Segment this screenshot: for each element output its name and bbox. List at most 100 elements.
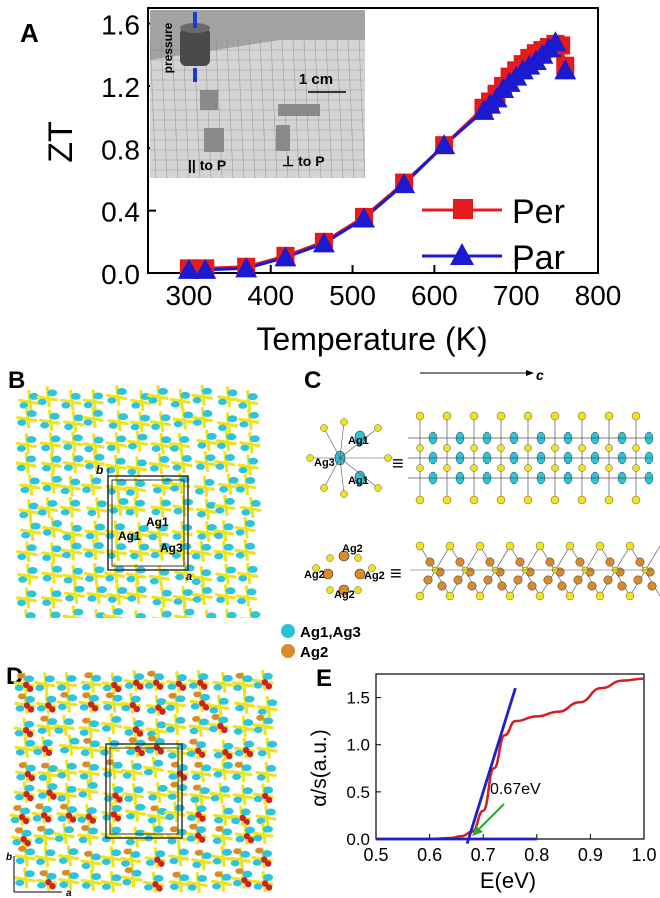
chart-a-x-tick-label: 700 [493,280,540,311]
chart-e-frame [375,673,645,840]
panel-b-letter: B [8,367,25,394]
legend-label-ag1-ag3: Ag1,Ag3 [300,624,361,641]
axis-b-label-d: b [6,852,12,863]
chart-e-y-label: α/s(a.u.) [308,729,331,807]
chart-e-y-tick-label: 1.5 [346,689,370,708]
chain-ag1-ag3 [408,411,654,505]
pressure-arrow-top [193,12,197,28]
panel-b: B b a Ag1 Ag1 Ag3 [8,367,262,618]
c-label-ag2-right: Ag2 [364,570,385,582]
c-label-ag1-top: Ag1 [348,435,369,447]
chart-e-y-tick-label: 1.0 [346,736,370,755]
chart-e-x-tick-label: 0.7 [471,845,496,865]
legend-per-label: Per [512,193,565,231]
inset-pressure-label: pressure [161,22,175,73]
chart-a-y-tick-label: 1.2 [101,72,140,103]
data-point-par [393,173,416,194]
data-point-par [312,232,335,253]
axis-a-label-b: a [186,571,192,583]
legend-dot-ag1-ag3 [281,624,295,638]
chart-e-y-ticks: 0.0 0.5 1.0 1.5 [346,689,381,849]
data-point-par [274,246,297,267]
chart-a-series [177,31,577,279]
chart-e-x-label: E(eV) [480,868,536,893]
chart-e-x-tick-label: 0.5 [363,845,388,865]
data-point-par [353,207,375,228]
pressed-pellet [180,28,210,66]
chart-a-x-label: Temperature (K) [256,321,487,357]
c-equiv-top: ≡ [392,453,404,475]
pressure-arrow-bottom [193,68,197,82]
panel-d: D b a [6,663,278,896]
sample-bar-2 [204,128,224,152]
panel-e: E 0.00.51.01.5 0.5 0.6 0.7 0.8 0.9 1.0 α/s(a.… [308,665,657,893]
chart-e-x-tick-label: 1.0 [631,845,656,865]
axis-b-label: b [96,463,103,477]
legend-label-ag2: Ag2 [300,644,328,661]
chart-e-y-tick-label: 0.5 [346,783,370,802]
inset-perp-label: ⊥ to P [282,153,325,169]
legend-par: Par [422,239,565,277]
framework-network-b [15,384,262,618]
chart-e-y-tick-label: 0.0 [346,830,370,849]
legend-per: Per [422,193,565,231]
chain-ag2 [410,541,660,601]
panel-a: A 0.00.40.81.21.6 300 400 500 600 700 800 ZT … [20,7,622,357]
annotation-arrow [477,803,505,831]
chart-a-y-label: ZT [42,121,80,163]
chart-a-y-tick-label: 0.0 [101,259,140,290]
panel-c: C c Ag1 Ag3 Ag1 ≡ Ag2 Ag2 Ag2 Ag2 ≡ [304,367,660,601]
sample-bar-1 [200,90,218,110]
panel-c-letter: C [304,367,321,394]
c-label-ag3: Ag3 [314,457,335,469]
chart-a-y-tick-label: 0.4 [101,197,140,228]
c-label-ag2-top: Ag2 [342,543,363,555]
chart-a-y-ticks: 0.0 0.4 0.8 1.2 1.6 [101,10,156,290]
panel-a-letter: A [20,18,39,48]
chart-a-y-tick-label: 0.8 [101,134,140,165]
c-label-ag2-left: Ag2 [304,569,325,581]
chart-a-legend: Per Par [422,193,565,277]
inset-photo: pressure 1 cm || to P ⊥ to P [149,10,366,179]
chart-a-x-tick-label: 800 [575,280,622,311]
sample-bar-4 [276,125,290,151]
chart-a-x-tick-label: 500 [329,280,376,311]
chart-a-x-tick-label: 300 [166,280,213,311]
unit-cell-d [105,743,183,839]
axis-a-label-d: a [66,888,72,896]
chart-e-series [376,677,645,845]
data-point-par [544,31,567,52]
cluster-ag2 [312,550,376,596]
chart-a-x-tick-label: 600 [411,280,458,311]
sample-bar-3 [278,104,320,116]
data-point-par [194,258,217,279]
data-point-par [177,258,200,279]
inset-par-label: || to P [188,157,226,173]
legend-dot-ag2 [281,644,295,658]
b-label-ag1-left: Ag1 [118,529,141,543]
atom-legend: Ag1,Ag3 Ag2 [281,624,361,661]
tangent-fit [465,687,517,845]
axis-c-label: c [536,367,544,383]
inset-scale-label: 1 cm [299,71,333,88]
chart-a-frame [147,7,599,274]
chart-a-y-tick-label: 1.6 [101,10,140,41]
data-point-par [433,134,456,155]
chart-e-x-tick-label: 0.9 [578,845,603,865]
chart-e-x-tick-label: 0.6 [417,845,442,865]
cluster-ag1-ag3 [306,418,392,498]
chart-e-x-tick-label: 0.8 [524,845,549,865]
panel-e-letter: E [316,665,332,692]
b-label-ag1-top: Ag1 [146,515,169,529]
data-point-par [235,257,258,278]
chart-e-x-ticks: 0.5 0.6 0.7 0.8 0.9 1.0 [363,834,657,865]
chart-e-annotation: 0.67eV [490,781,541,798]
framework-network-d [9,669,278,894]
b-label-ag3: Ag3 [160,541,183,555]
chart-a-x-ticks: 300 400 500 600 700 800 [166,265,622,311]
chart-a-x-tick-label: 400 [247,280,294,311]
c-label-ag2-bottom: Ag2 [334,589,355,601]
c-label-ag1-bottom: Ag1 [348,475,369,487]
legend-par-label: Par [512,239,565,277]
data-point-par [554,59,577,80]
